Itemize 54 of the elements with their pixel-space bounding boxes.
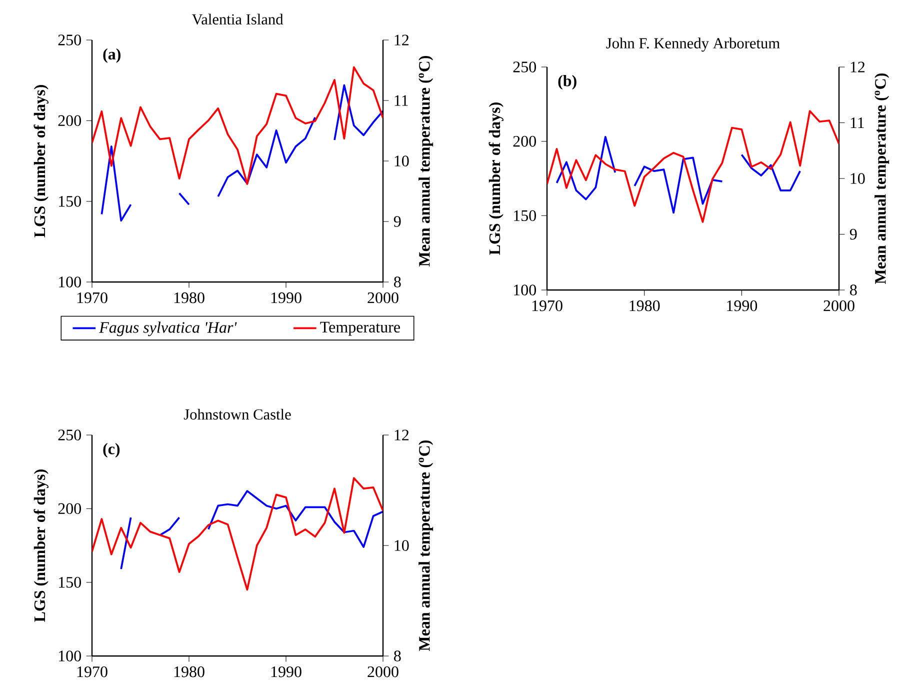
y2-tick-label: 12 [850,62,865,72]
y2-tick-label: 8 [394,650,401,662]
y-tick-label: 250 [58,430,81,440]
x-tick-label: 2000 [368,666,398,678]
x-tick-label: 1970 [532,300,562,312]
y-axis-title: LGS (number of days) [488,102,504,255]
y2-axis-title: Mean annual temperature ($^{o}$C) [418,440,434,651]
y2-tick-label: 10 [394,540,409,551]
y2-axis-title: Mean annual temperature ($^{o}$C) [874,73,890,284]
y-tick-label: 150 [59,196,81,207]
y-tick-label: 250 [513,62,536,72]
y2-tick-label: 11 [850,117,864,128]
y-tick-label: 250 [58,34,81,46]
x-tick-label: 2000 [368,292,398,304]
x-tick-label: 1970 [77,292,108,304]
y2-tick-label: 10 [394,156,409,166]
annotation: (c) [103,443,120,458]
x-tick-label: 1990 [271,292,302,304]
x-tick-label: 1980 [174,292,204,304]
line-series [92,66,384,185]
y-tick-label: 100 [59,650,81,662]
legend-label: Fagus sylvatica 'Har' [99,322,237,336]
y-axis-title: LGS (number of days) [34,470,48,622]
y2-tick-label: 9 [850,228,857,240]
x-tick-label: 1970 [77,666,108,678]
x-tick-label: 1990 [727,300,758,312]
chart-title: Valentia Island [192,14,284,25]
annotation: (b) [558,75,576,90]
y-tick-label: 200 [513,136,536,147]
legend-label: Temperature [320,322,400,336]
y2-tick-label: 12 [394,430,409,440]
x-tick-label: 2000 [824,300,854,312]
annotation: (a) [103,48,120,63]
y-axis-title: LGS (number of days) [34,85,48,238]
line-series [547,110,840,223]
x-tick-label: 1980 [630,300,660,312]
y-tick-label: 200 [58,503,81,514]
chart-title: Johnstown Castle [184,408,291,420]
line-series [92,477,384,591]
y2-tick-label: 10 [850,173,865,184]
y-tick-label: 150 [59,576,81,588]
y-tick-label: 150 [514,210,536,222]
y2-tick-label: 11 [394,95,408,106]
x-tick-label: 1990 [271,666,302,678]
chart-title: John F. Kennedy Arboretum [606,38,780,52]
y2-axis-title: Mean annual temperature ($^{o}$C) [418,56,434,266]
y-tick-label: 100 [59,276,81,288]
y2-tick-label: 8 [394,276,401,288]
x-tick-label: 1980 [174,666,204,678]
y-tick-label: 100 [514,284,536,296]
y-tick-label: 200 [58,115,81,126]
y2-tick-label: 9 [394,216,401,227]
y2-tick-label: 8 [850,284,857,296]
y2-tick-label: 12 [394,34,409,46]
